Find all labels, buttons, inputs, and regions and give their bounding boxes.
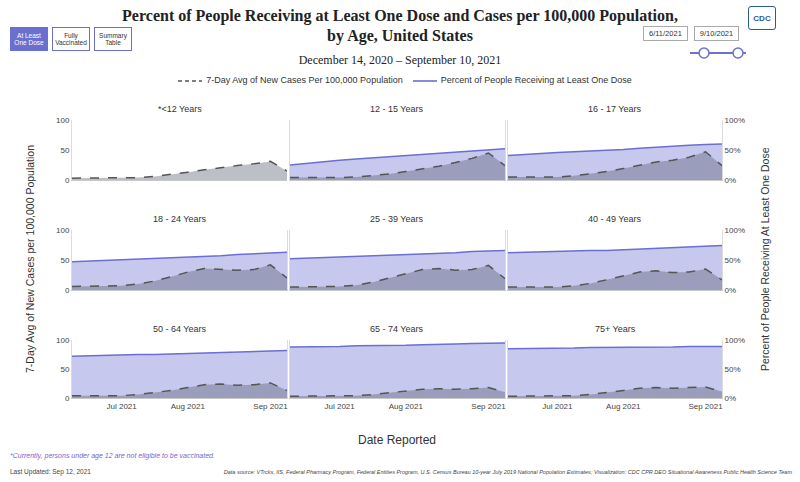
html-text:Fully Vaccinated: Fully Vaccinated: [55, 31, 87, 46]
svg-text:Date Reported: Date Reported: [358, 433, 436, 447]
html-text:7-Day Avg of New Cases Per 100: 7-Day Avg of New Cases Per 100,000 Popul…: [206, 75, 403, 85]
svg-text:50%: 50%: [725, 256, 741, 265]
svg-text:Aug 2021: Aug 2021: [606, 402, 641, 411]
svg-text:Sep 2021: Sep 2021: [688, 402, 723, 411]
svg-text:100%: 100%: [725, 226, 745, 235]
svg-text:16 - 17 Years: 16 - 17 Years: [588, 104, 642, 114]
html-text:Last Updated: Sep 12, 2021: Last Updated: Sep 12, 2021: [10, 468, 91, 475]
svg-text:Sep 2021: Sep 2021: [471, 402, 506, 411]
html-text:Percent of People Receiving at: Percent of People Receiving at Least One…: [440, 75, 632, 85]
html-text:CDC: CDC: [753, 13, 771, 23]
svg-text:Aug 2021: Aug 2021: [389, 402, 424, 411]
svg-text:Aug 2021: Aug 2021: [171, 402, 206, 411]
svg-text:0%: 0%: [725, 286, 737, 295]
svg-text:0: 0: [65, 176, 70, 185]
svg-text:0%: 0%: [725, 394, 737, 403]
html-text:Data source: VTrcks, IIS, Fede: Data source: VTrcks, IIS, Federal Pharma…: [223, 469, 792, 475]
html-text:9/10/2021: 9/10/2021: [699, 29, 734, 38]
svg-text:75+ Years: 75+ Years: [595, 324, 636, 334]
svg-text:100%: 100%: [725, 116, 745, 125]
svg-text:25 - 39 Years: 25 - 39 Years: [370, 214, 424, 224]
svg-text:50%: 50%: [725, 146, 741, 155]
svg-text:40 - 49 Years: 40 - 49 Years: [588, 214, 642, 224]
svg-text:Jul 2021: Jul 2021: [542, 402, 573, 411]
svg-text:*<12 Years: *<12 Years: [158, 104, 202, 114]
html-text:At Least One Dose: At Least One Dose: [14, 31, 44, 46]
svg-text:100: 100: [56, 226, 70, 235]
svg-text:Sep 2021: Sep 2021: [253, 402, 288, 411]
html-text:Summary Table: Summary Table: [99, 31, 127, 46]
svg-text:50: 50: [60, 146, 69, 155]
svg-text:18 - 24 Years: 18 - 24 Years: [153, 214, 207, 224]
svg-text:100: 100: [56, 336, 70, 345]
html-text:*Currently, persons under age: *Currently, persons under age 12 are not…: [10, 452, 215, 459]
svg-text:0: 0: [65, 394, 70, 403]
html-text:Percent of People Receiving at: Percent of People Receiving at Least One…: [122, 7, 678, 24]
html-text:by Age, United States: by Age, United States: [327, 27, 473, 44]
svg-text:100: 100: [56, 116, 70, 125]
html-text:6/11/2021: 6/11/2021: [649, 29, 682, 38]
svg-text:Percent of People Receiving At: Percent of People Receiving At Least One…: [759, 147, 771, 371]
svg-text:50: 50: [60, 365, 69, 374]
svg-text:0: 0: [65, 286, 70, 295]
svg-text:Jul 2021: Jul 2021: [106, 402, 137, 411]
svg-text:50 - 64 Years: 50 - 64 Years: [153, 324, 207, 334]
svg-text:12 - 15 Years: 12 - 15 Years: [370, 104, 424, 114]
svg-text:50: 50: [60, 256, 69, 265]
svg-text:100%: 100%: [725, 336, 745, 345]
svg-text:0%: 0%: [725, 176, 737, 185]
svg-text:65 - 74 Years: 65 - 74 Years: [370, 324, 424, 334]
html-text:December 14, 2020 – September: December 14, 2020 – September 10, 2021: [298, 53, 502, 67]
svg-text:Jul 2021: Jul 2021: [324, 402, 355, 411]
svg-text:50%: 50%: [725, 365, 741, 374]
svg-text:7-Day Avg of New Cases per 100: 7-Day Avg of New Cases per 100,000 Popul…: [24, 145, 36, 373]
